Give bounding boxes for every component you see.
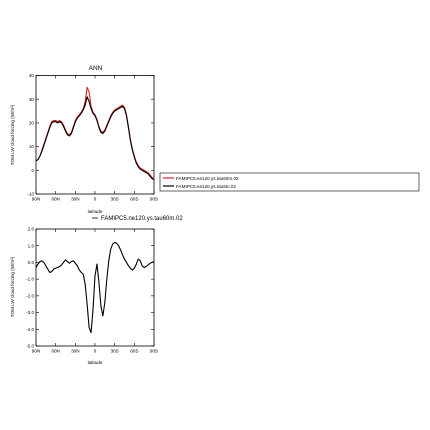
top-y-tick-label: 40 (29, 73, 35, 78)
bottom-series-lines (35, 241, 155, 334)
top-series-lines (35, 86, 155, 181)
top-x-tick-label: 30N (71, 197, 79, 202)
top-y-tick-label: 0 (31, 168, 34, 173)
top-x-axis-label: latitude (88, 209, 103, 214)
top-chart-title: ANN (89, 65, 103, 72)
bottom-y-tick-label: -4.0 (26, 327, 34, 332)
bottom-legend-label: FAMIPC5.ne120.ys.tau60m.02 (101, 216, 183, 222)
bottom-y-tick-label: -2.0 (26, 293, 34, 298)
bottom-y-tick-label: -1.0 (26, 277, 34, 282)
top-y-axis-label: TOM LW cloud forcing (W/m²) (10, 104, 15, 165)
top-x-tick-label: 0 (94, 197, 97, 202)
top-x-axis: 90N 60N 30N 0 30S 60S 90S (32, 75, 158, 202)
top-x-tick-label: 30S (111, 197, 119, 202)
legend-label-tau60m: FAMIPC5.ne120.ys.tau60m.02 (176, 176, 239, 181)
bottom-y-tick-label: 2.0 (28, 227, 35, 232)
bottom-x-tick-label: 60S (130, 349, 138, 354)
bottom-x-tick-label: 90N (32, 349, 40, 354)
bottom-panel: FAMIPC5.ne120.ys.tau60m.02 -5.0-4.0-3.0-… (10, 216, 183, 365)
bottom-x-tick-label: 30N (71, 349, 79, 354)
bottom-plot-frame (35, 228, 155, 347)
top-legend-box (159, 172, 420, 192)
top-y-axis: -10 0 10 20 30 40 (27, 73, 154, 197)
top-series-line-0 (35, 86, 155, 180)
top-x-tick-label: 90N (32, 197, 40, 202)
top-plot-frame (35, 75, 155, 195)
top-series-line-1 (35, 96, 155, 181)
bottom-x-axis: 90N 60N 30N 0 30S 60S 90S (32, 229, 158, 354)
bottom-y-axis: -5.0 -4.0 -3.0 -2.0 -1.0 0.0 1.0 2.0 (26, 227, 154, 349)
bottom-y-tick-label: -3.0 (26, 310, 34, 315)
top-y-tick-label: 20 (29, 121, 35, 126)
legend-label-tau5m: FAMIPC5.ne120.ys.tau5m.02 (176, 184, 236, 189)
top-legend: FAMIPC5.ne120.ys.tau60m.02 FAMIPC5.ne120… (159, 172, 420, 192)
top-panel: ANN -10 0 10 20 30 40 90N 60N 30N 0 30S 60S 90S lat… (10, 65, 420, 214)
top-x-tick-label: 60S (130, 197, 138, 202)
bottom-x-axis-label: latitude (88, 360, 103, 365)
bottom-x-tick-label: 60N (51, 349, 59, 354)
bottom-x-tick-label: 90S (150, 349, 158, 354)
bottom-y-tick-label: -5.0 (26, 344, 34, 349)
bottom-x-tick-label: 30S (111, 349, 119, 354)
top-x-tick-label: 60N (51, 197, 59, 202)
top-y-tick-label: -10 (27, 192, 34, 197)
bottom-series-line-0 (35, 241, 155, 334)
top-y-tick-label: 30 (29, 97, 35, 102)
bottom-x-tick-label: 0 (94, 349, 97, 354)
bottom-y-axis-label: TOM LW cloud forcing (W/m²) (10, 256, 15, 317)
top-x-tick-label: 90S (150, 197, 158, 202)
bottom-y-tick-label: 0.0 (28, 260, 35, 265)
bottom-y-tick-label: 1.0 (28, 243, 35, 248)
top-y-tick-label: 10 (29, 144, 35, 149)
